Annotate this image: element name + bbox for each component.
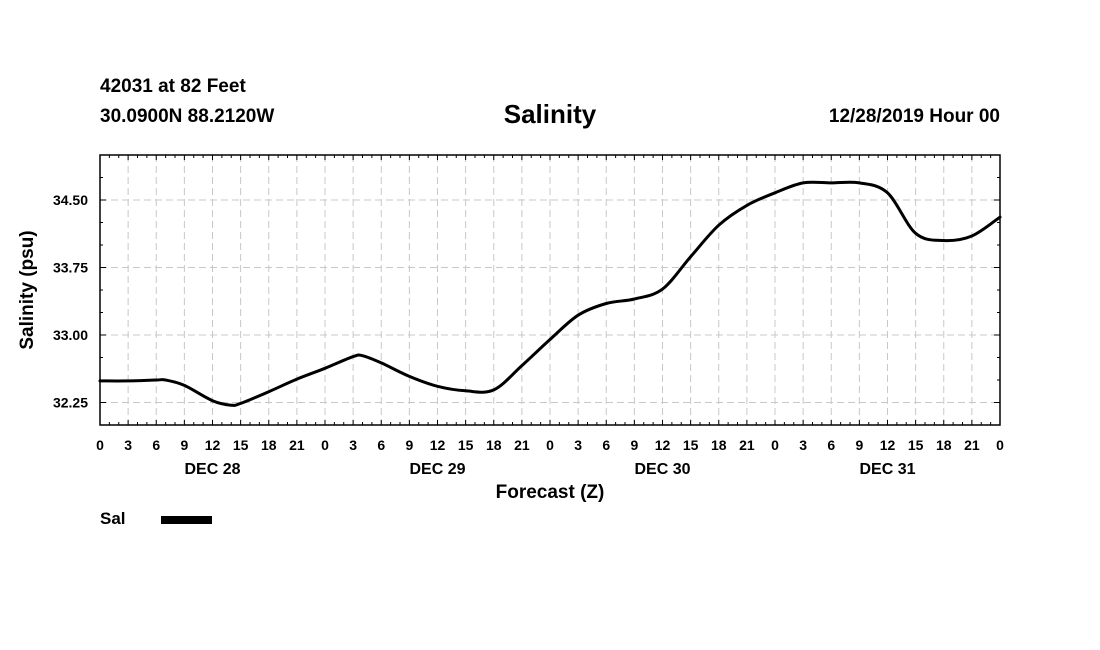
x-axis-title: Forecast (Z) (495, 482, 605, 503)
x-tick-label: 0 (996, 437, 1004, 453)
x-tick-label: 6 (377, 437, 385, 453)
x-tick-label: 21 (514, 437, 530, 453)
x-tick-label: 21 (289, 437, 305, 453)
x-tick-label: 21 (739, 437, 755, 453)
x-tick-label: 9 (855, 437, 863, 453)
chart-title: Salinity (503, 99, 597, 129)
x-tick-label: 21 (964, 437, 980, 453)
axis-labels: 0 3 6 9 12 15 18 21 0 3 6 9 12 15 18 21 0 3 6 9 12 15 18 21 0 3 6 9… (53, 192, 1004, 478)
x-tick-label: 12 (205, 437, 221, 453)
x-tick-label: 18 (261, 437, 277, 453)
x-tick-label: 0 (771, 437, 779, 453)
x-tick-label: 0 (96, 437, 104, 453)
x-tick-label: 12 (430, 437, 446, 453)
day-label: DEC 30 (634, 461, 690, 478)
x-tick-label: 0 (321, 437, 329, 453)
day-label: DEC 31 (859, 461, 915, 478)
plot-frame (99, 154, 1001, 426)
x-tick-label: 12 (655, 437, 671, 453)
y-tick-label: 33.75 (53, 260, 88, 276)
x-tick-label: 12 (880, 437, 896, 453)
legend-label: Sal (100, 509, 126, 528)
x-tick-label: 3 (124, 437, 132, 453)
x-tick-label: 15 (683, 437, 699, 453)
x-tick-label: 6 (602, 437, 610, 453)
x-tick-label: 9 (180, 437, 188, 453)
x-tick-label: 18 (486, 437, 502, 453)
y-tick-label: 34.50 (53, 192, 88, 208)
x-tick-label: 3 (574, 437, 582, 453)
x-tick-label: 15 (458, 437, 474, 453)
forecast-run-time: 12/28/2019 Hour 00 (828, 106, 1000, 127)
x-tick-label: 15 (908, 437, 924, 453)
x-tick-label: 9 (630, 437, 638, 453)
x-tick-label: 15 (233, 437, 249, 453)
grid (100, 155, 1000, 425)
x-tick-label: 3 (349, 437, 357, 453)
legend-swatch (161, 516, 212, 524)
station-coordinates: 30.0900N 88.2120W (100, 106, 275, 127)
x-tick-label: 18 (711, 437, 727, 453)
x-tick-label: 9 (405, 437, 413, 453)
x-tick-label: 18 (936, 437, 952, 453)
x-tick-label: 6 (152, 437, 160, 453)
station-label: 42031 at 82 Feet (100, 76, 246, 97)
y-axis-title: Salinity (psu) (17, 230, 38, 350)
day-label: DEC 28 (184, 461, 240, 478)
series-layer (98, 180, 1002, 407)
day-label: DEC 29 (409, 461, 465, 478)
x-tick-label: 0 (546, 437, 554, 453)
y-tick-label: 32.25 (53, 395, 88, 411)
series-line-sal (98, 180, 1002, 407)
x-tick-label: 3 (799, 437, 807, 453)
y-tick-label: 33.00 (53, 327, 88, 343)
x-tick-label: 6 (827, 437, 835, 453)
